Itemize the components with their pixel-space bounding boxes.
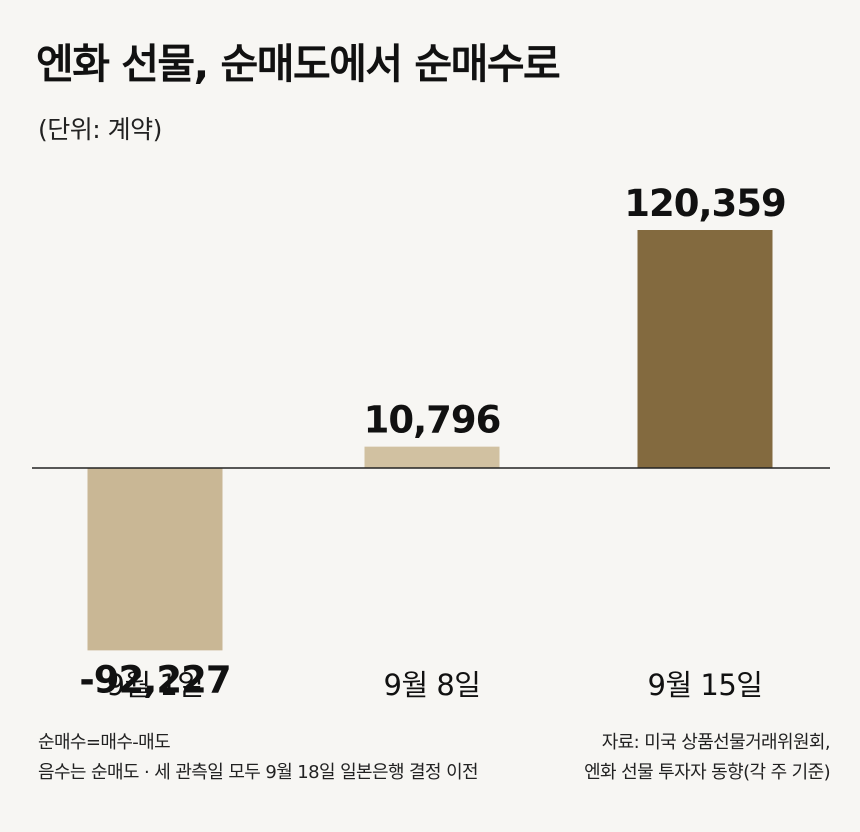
chart-title: 엔화 선물, 순매도에서 순매수로 xyxy=(36,40,561,88)
bar-3 xyxy=(637,230,773,468)
unit-label: (단위: 계약) xyxy=(38,115,162,144)
footnote-definition: 순매수=매수-매도 xyxy=(38,732,171,753)
value-label-3: 120,359 xyxy=(624,182,786,225)
value-label-2: 10,796 xyxy=(364,399,501,442)
value-label-1: -92,227 xyxy=(79,658,230,701)
category-label-3: 9월 15일 xyxy=(648,668,763,702)
category-label-1: 9월 1일 xyxy=(107,668,204,702)
bar-2 xyxy=(364,446,500,468)
source-line-1: 자료: 미국 상품선물거래위원회, xyxy=(601,732,831,753)
source-line-2: 엔화 선물 투자자 동향(각 주 기준) xyxy=(584,762,831,783)
footnote-source: 자료: 미국 상품선물거래위원회, 엔화 선물 투자자 동향(각 주 기준) xyxy=(584,728,831,788)
footnote-note: 음수는 순매도 · 세 관측일 모두 9월 18일 일본은행 결정 이전 xyxy=(38,762,479,783)
bar-1 xyxy=(87,468,223,651)
footnote-left: 순매수=매수-매도 음수는 순매도 · 세 관측일 모두 9월 18일 일본은행… xyxy=(38,728,479,788)
category-label-2: 9월 8일 xyxy=(384,668,481,702)
